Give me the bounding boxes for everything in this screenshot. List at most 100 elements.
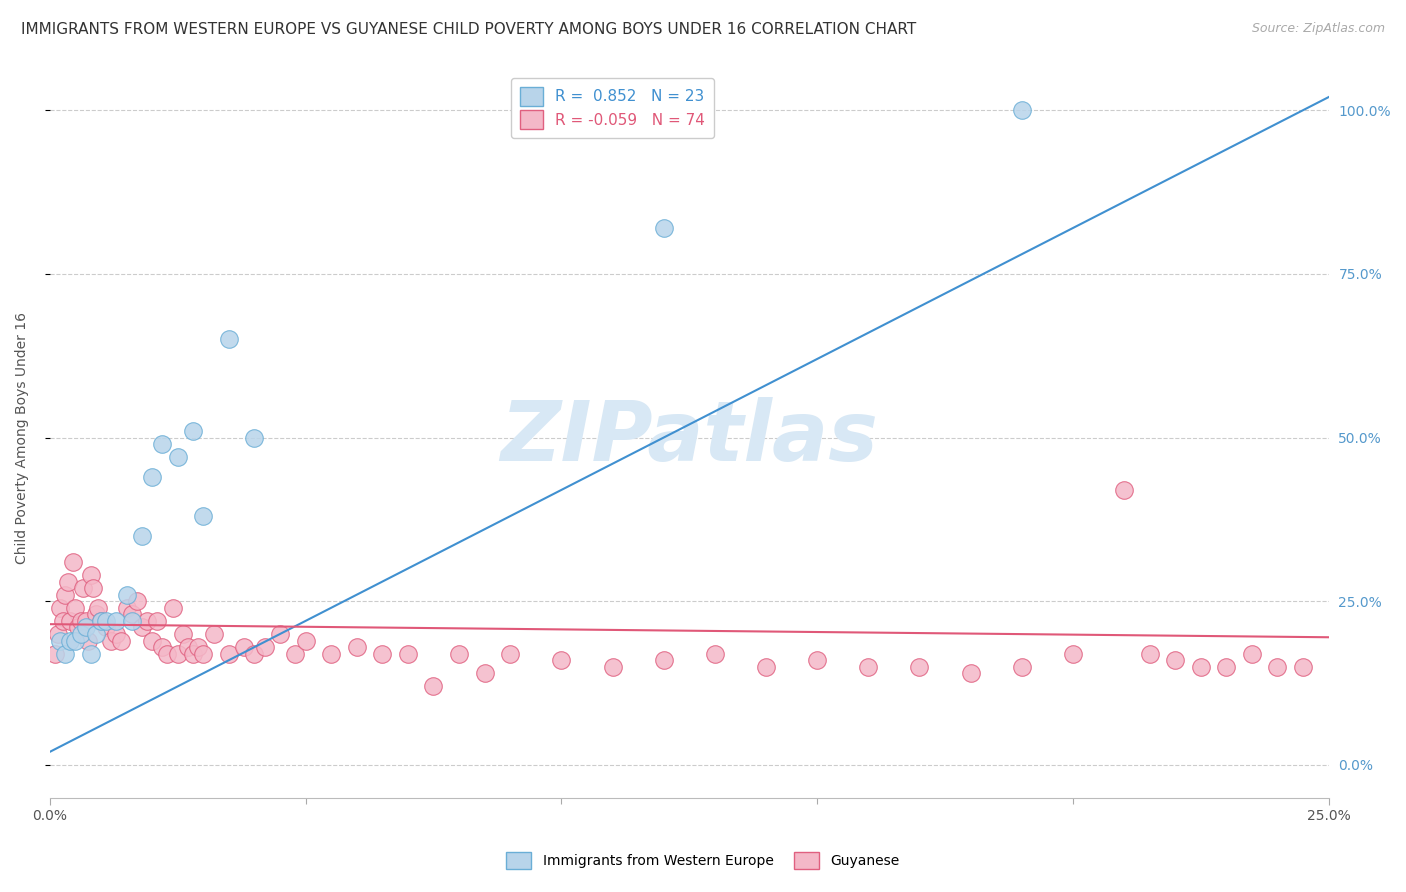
- Point: [193, 647, 215, 661]
- Point: [1011, 103, 1033, 118]
- Point: [115, 600, 138, 615]
- Point: [75, 620, 97, 634]
- Point: [550, 653, 572, 667]
- Point: [82, 581, 104, 595]
- Point: [346, 640, 368, 654]
- Point: [181, 424, 204, 438]
- Point: [141, 470, 163, 484]
- Point: [233, 640, 256, 654]
- Point: [1112, 483, 1135, 497]
- Point: [84, 627, 107, 641]
- Point: [858, 659, 880, 673]
- Point: [141, 633, 163, 648]
- Point: [100, 633, 122, 648]
- Point: [49, 600, 72, 615]
- Point: [56, 574, 79, 589]
- Point: [908, 659, 931, 673]
- Point: [80, 647, 103, 661]
- Point: [69, 614, 91, 628]
- Point: [703, 647, 725, 661]
- Point: [66, 620, 89, 634]
- Legend: R =  0.852   N = 23, R = -0.059   N = 74: R = 0.852 N = 23, R = -0.059 N = 74: [510, 78, 714, 138]
- Point: [121, 614, 143, 628]
- Point: [53, 647, 76, 661]
- Point: [1062, 647, 1084, 661]
- Point: [806, 653, 828, 667]
- Point: [150, 437, 173, 451]
- Point: [1215, 659, 1237, 673]
- Point: [62, 555, 84, 569]
- Point: [1189, 659, 1212, 673]
- Point: [69, 627, 91, 641]
- Point: [187, 640, 209, 654]
- Point: [59, 633, 82, 648]
- Point: [115, 588, 138, 602]
- Point: [652, 221, 675, 235]
- Point: [218, 332, 240, 346]
- Point: [53, 588, 76, 602]
- Point: [150, 640, 173, 654]
- Point: [321, 647, 343, 661]
- Point: [49, 633, 72, 648]
- Text: Source: ZipAtlas.com: Source: ZipAtlas.com: [1251, 22, 1385, 36]
- Text: IMMIGRANTS FROM WESTERN EUROPE VS GUYANESE CHILD POVERTY AMONG BOYS UNDER 16 COR: IMMIGRANTS FROM WESTERN EUROPE VS GUYANE…: [21, 22, 917, 37]
- Point: [156, 647, 179, 661]
- Point: [84, 607, 107, 622]
- Point: [121, 607, 143, 622]
- Point: [44, 647, 66, 661]
- Y-axis label: Child Poverty Among Boys Under 16: Child Poverty Among Boys Under 16: [15, 311, 30, 564]
- Point: [218, 647, 240, 661]
- Point: [105, 627, 128, 641]
- Point: [166, 647, 188, 661]
- Point: [474, 666, 496, 681]
- Point: [65, 633, 87, 648]
- Point: [243, 647, 266, 661]
- Point: [77, 633, 100, 648]
- Point: [396, 647, 419, 661]
- Point: [447, 647, 470, 661]
- Point: [59, 614, 82, 628]
- Point: [94, 614, 117, 628]
- Point: [602, 659, 624, 673]
- Point: [125, 594, 148, 608]
- Point: [269, 627, 291, 641]
- Point: [136, 614, 159, 628]
- Point: [755, 659, 778, 673]
- Point: [162, 600, 184, 615]
- Point: [1240, 647, 1263, 661]
- Point: [90, 614, 112, 628]
- Point: [131, 529, 153, 543]
- Point: [72, 581, 94, 595]
- Point: [87, 600, 110, 615]
- Point: [181, 647, 204, 661]
- Point: [172, 627, 194, 641]
- Point: [146, 614, 169, 628]
- Point: [105, 614, 128, 628]
- Point: [1011, 659, 1033, 673]
- Point: [294, 633, 316, 648]
- Text: ZIPatlas: ZIPatlas: [501, 397, 879, 478]
- Point: [284, 647, 307, 661]
- Point: [110, 633, 132, 648]
- Point: [166, 450, 188, 465]
- Point: [80, 568, 103, 582]
- Point: [46, 627, 69, 641]
- Point: [422, 679, 444, 693]
- Point: [1267, 659, 1289, 673]
- Point: [652, 653, 675, 667]
- Point: [193, 509, 215, 524]
- Point: [131, 620, 153, 634]
- Point: [253, 640, 276, 654]
- Point: [1292, 659, 1315, 673]
- Point: [1139, 647, 1161, 661]
- Point: [371, 647, 394, 661]
- Point: [499, 647, 522, 661]
- Point: [959, 666, 981, 681]
- Point: [65, 600, 87, 615]
- Point: [94, 620, 117, 634]
- Point: [243, 431, 266, 445]
- Point: [177, 640, 200, 654]
- Point: [1164, 653, 1187, 667]
- Point: [75, 614, 97, 628]
- Point: [90, 614, 112, 628]
